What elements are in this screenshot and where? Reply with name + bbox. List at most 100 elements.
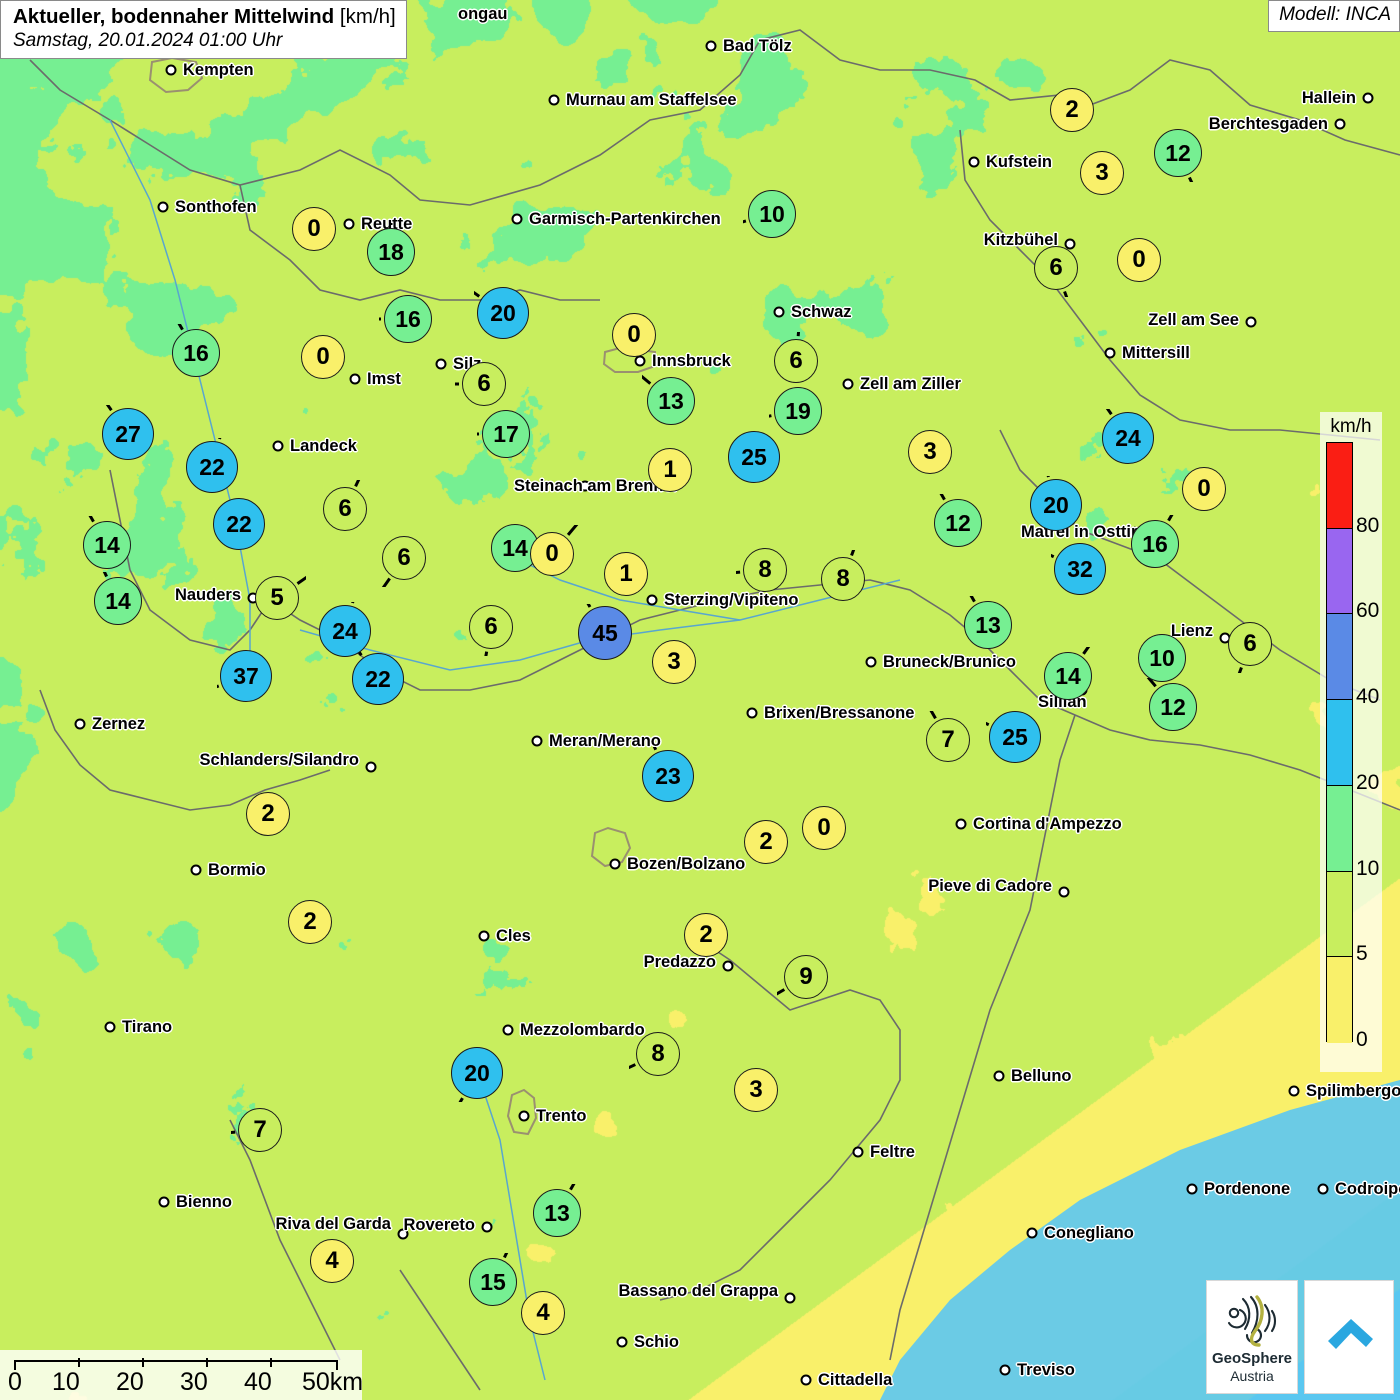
city-marker [1245,316,1257,328]
wind-station-marker[interactable]: 3 [1080,151,1124,195]
wind-station-marker[interactable]: 13 [647,377,695,425]
wind-station-marker[interactable]: 0 [1182,467,1226,511]
wind-station-marker[interactable]: 17 [482,410,530,458]
wind-station-marker[interactable]: 9 [784,955,828,999]
title-timestamp: Samstag, 20.01.2024 01:00 Uhr [13,29,283,51]
city-label: Treviso [1017,1360,1075,1379]
city-marker [190,864,202,876]
wind-station-marker[interactable]: 37 [220,650,272,702]
wind-station-marker[interactable]: 15 [469,1258,517,1306]
city-marker [365,761,377,773]
legend-tick: 0 [1356,1027,1368,1051]
wind-station-marker[interactable]: 27 [102,408,154,460]
legend-band [1327,614,1352,701]
city-marker [1186,1183,1198,1195]
wind-station-marker[interactable]: 2 [246,792,290,836]
wind-station-marker[interactable]: 24 [1102,412,1154,464]
wind-station-marker[interactable]: 6 [1034,246,1078,290]
city-label: Bruneck/Brunico [883,652,1016,671]
wind-station-marker[interactable]: 1 [604,552,648,596]
wind-station-marker[interactable]: 12 [1149,683,1197,731]
wind-station-marker[interactable]: 23 [642,750,694,802]
city-label: Mezzolombardo [520,1020,645,1039]
wind-station-marker[interactable]: 32 [1054,543,1106,595]
wind-station-marker[interactable]: 7 [926,718,970,762]
wind-station-marker[interactable]: 14 [1044,652,1092,700]
wind-station-marker[interactable]: 6 [462,362,506,406]
wind-station-marker[interactable]: 20 [451,1047,503,1099]
legend-band [1327,871,1352,958]
city-marker [1058,886,1070,898]
wind-station-marker[interactable]: 2 [288,900,332,944]
city-marker [531,735,543,747]
city-marker [435,358,447,370]
wind-station-marker[interactable]: 14 [83,521,131,569]
wind-station-marker[interactable]: 6 [774,339,818,383]
wind-station-marker[interactable]: 12 [1154,129,1202,177]
city-label: Sonthofen [175,197,257,216]
wind-station-marker[interactable]: 6 [382,536,426,580]
wind-station-marker[interactable]: 0 [1117,238,1161,282]
wind-station-marker[interactable]: 16 [172,329,220,377]
wind-station-marker[interactable]: 45 [578,606,632,660]
wind-station-marker[interactable]: 16 [1131,520,1179,568]
wind-station-marker[interactable]: 4 [521,1291,565,1335]
city-marker [397,1228,409,1240]
city-label: Tirano [122,1017,173,1036]
wind-station-marker[interactable]: 20 [1030,479,1082,531]
wind-station-marker[interactable]: 8 [743,548,787,592]
wind-station-marker[interactable]: 3 [908,430,952,474]
wind-station-marker[interactable]: 10 [748,190,796,238]
wind-station-marker[interactable]: 0 [301,335,345,379]
wind-station-marker[interactable]: 14 [94,577,142,625]
wind-station-marker[interactable]: 3 [652,640,696,684]
wind-station-marker[interactable]: 0 [802,806,846,850]
national-borders [29,29,1400,1391]
wind-station-marker[interactable]: 2 [1050,88,1094,132]
city-marker [1317,1183,1329,1195]
wind-station-marker[interactable]: 5 [255,576,299,620]
wind-station-marker[interactable]: 8 [636,1032,680,1076]
wind-station-marker[interactable]: 0 [292,207,336,251]
scale-label: 50km [302,1368,364,1396]
city-label: Brixen/Bressanone [764,703,915,722]
wind-station-marker[interactable]: 13 [533,1189,581,1237]
wind-station-marker[interactable]: 10 [1138,634,1186,682]
scale-label: 20 [116,1368,144,1396]
wind-station-marker[interactable]: 12 [934,499,982,547]
wind-station-marker[interactable]: 20 [477,287,529,339]
city-label: Pordenone [1204,1179,1291,1198]
wind-station-marker[interactable]: 6 [1228,622,1272,666]
city-marker [722,960,734,972]
wind-station-marker[interactable]: 4 [310,1239,354,1283]
city-label: Cortina d'Ampezzo [973,814,1122,833]
city-label: ongau [458,4,508,23]
wind-station-marker[interactable]: 18 [367,228,415,276]
wind-station-marker[interactable]: 3 [734,1068,778,1112]
wind-station-marker[interactable]: 6 [469,605,513,649]
wind-station-marker[interactable]: 22 [186,441,238,493]
legend-tick: 40 [1356,685,1380,709]
wind-station-marker[interactable]: 22 [352,653,404,705]
scale-label: 0 [8,1368,22,1396]
legend-tick: 80 [1356,513,1380,537]
wind-station-marker[interactable]: 6 [323,487,367,531]
wind-station-marker[interactable]: 19 [774,387,822,435]
wind-station-marker[interactable]: 0 [612,313,656,357]
city-label: Trento [536,1106,587,1125]
wind-station-marker[interactable]: 2 [744,820,788,864]
wind-station-marker[interactable]: 8 [821,557,865,601]
wind-station-marker[interactable]: 7 [238,1108,282,1152]
wind-station-marker[interactable]: 24 [319,605,371,657]
wind-station-marker[interactable]: 2 [684,913,728,957]
wind-station-marker[interactable]: 25 [989,711,1041,763]
wind-station-marker[interactable]: 16 [384,295,432,343]
wind-station-marker[interactable]: 22 [213,498,265,550]
city-marker [800,1374,812,1386]
wind-station-marker[interactable]: 0 [530,532,574,576]
city-label: Bienno [176,1192,232,1211]
wind-station-marker[interactable]: 13 [964,601,1012,649]
wind-station-marker[interactable]: 1 [648,448,692,492]
city-marker [74,718,86,730]
wind-station-marker[interactable]: 25 [728,431,780,483]
